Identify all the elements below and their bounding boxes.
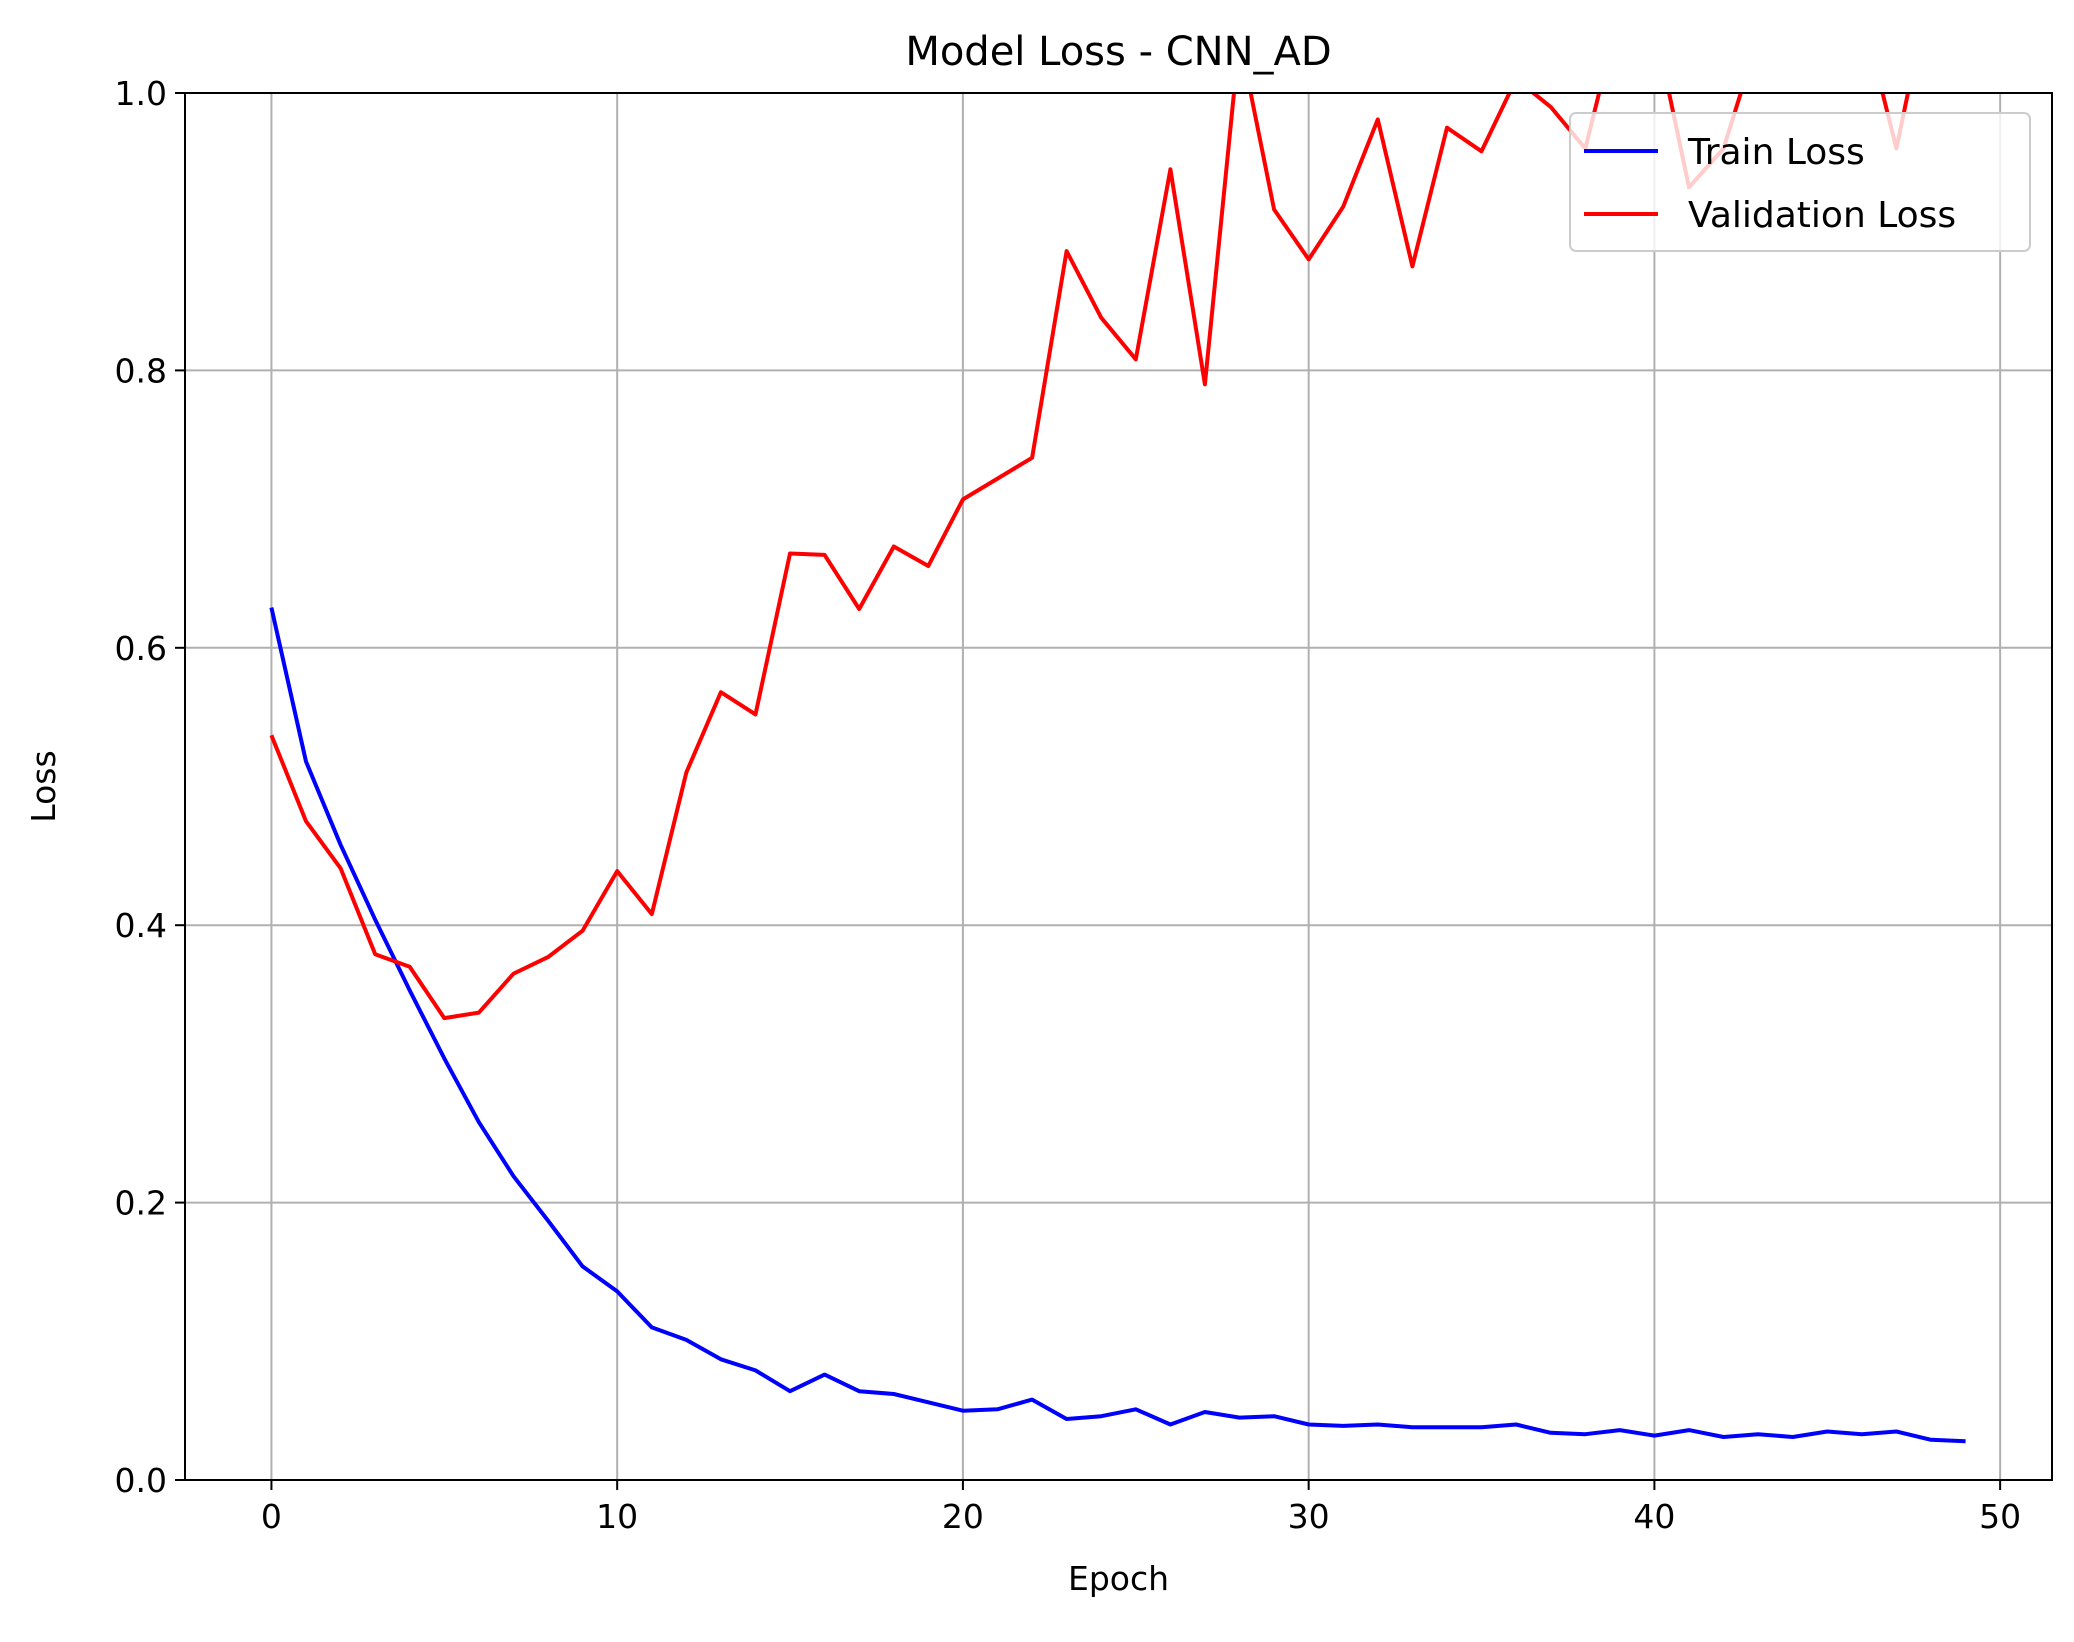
chart-title: Model Loss - CNN_AD xyxy=(905,29,1331,75)
x-tick-label: 40 xyxy=(1633,1497,1675,1536)
y-tick-label: 0.8 xyxy=(115,351,167,390)
x-axis-label: Epoch xyxy=(1068,1559,1169,1598)
x-tick-label: 50 xyxy=(1979,1497,2021,1536)
y-tick-label: 0.4 xyxy=(115,906,167,945)
y-tick-label: 1.0 xyxy=(115,74,167,113)
series-line-train-loss xyxy=(269,607,1966,1444)
x-tick-label: 0 xyxy=(261,1497,282,1536)
y-tick-label: 0.0 xyxy=(115,1461,167,1500)
x-tick-label: 20 xyxy=(942,1497,984,1536)
ticks-layer: 0 10 20 30 40 50 0.0 0.2 0.4 0.6 0.8 1.0 xyxy=(115,74,2022,1536)
x-tick-label: 10 xyxy=(596,1497,638,1536)
y-tick-label: 0.2 xyxy=(115,1184,167,1223)
x-tick-label: 30 xyxy=(1288,1497,1330,1536)
y-axis-label: Loss xyxy=(24,750,63,822)
legend-box xyxy=(1569,112,2031,252)
grid-layer xyxy=(185,92,2052,1481)
legend-label-train-loss: Train Loss xyxy=(1687,132,1865,173)
legend: Train Loss Validation Loss xyxy=(1569,112,2031,252)
y-tick-label: 0.6 xyxy=(115,629,167,668)
legend-label-validation-loss: Validation Loss xyxy=(1688,195,1956,236)
plot-frame xyxy=(184,92,2053,1481)
